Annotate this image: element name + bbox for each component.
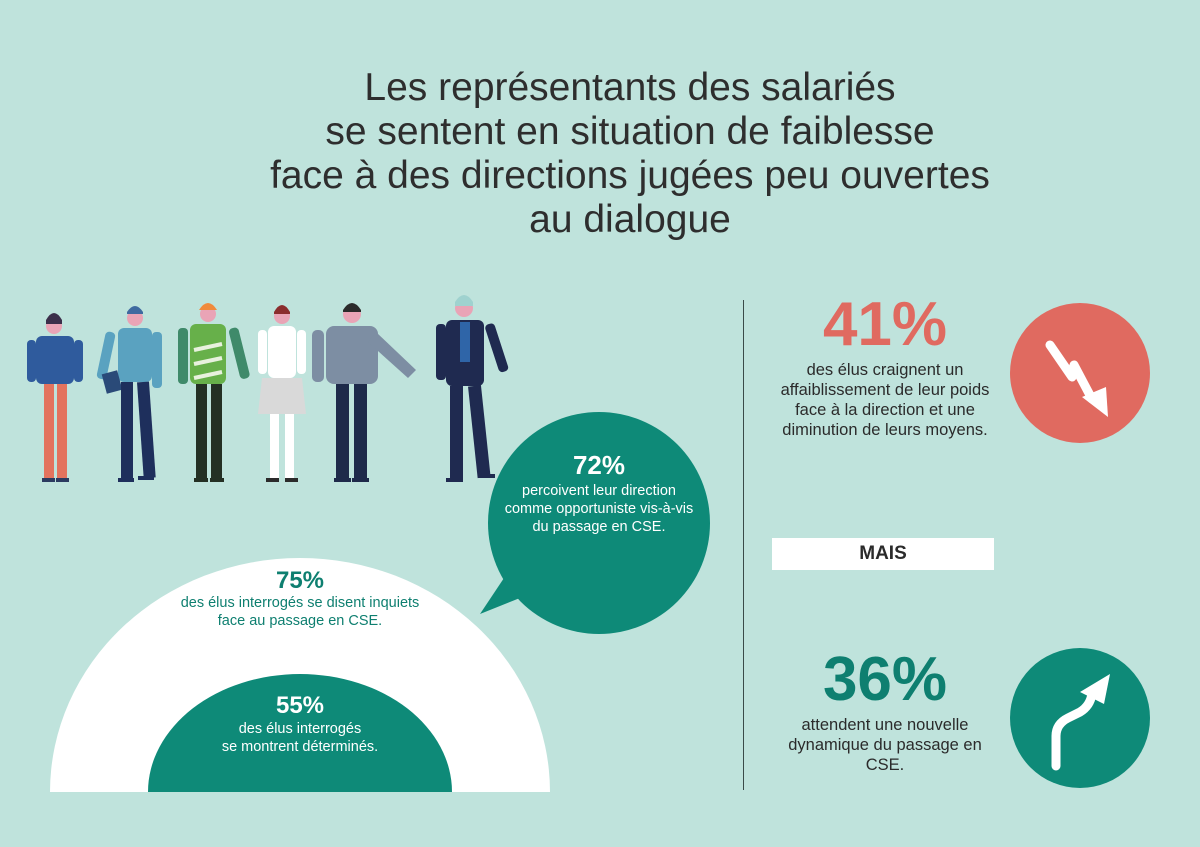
stat-55-text-line-1: des élus interrogés	[238, 721, 362, 737]
title-line-1: Les représentants des salariés	[364, 66, 896, 109]
stat-41-block: 41% des élus craignent un affaiblissemen…	[770, 290, 1000, 440]
stat-55-value: 55%	[275, 692, 325, 719]
stat-41-text: des élus craignent un affaiblissement de…	[780, 361, 990, 439]
person-woman-white-dress	[258, 305, 306, 482]
stat-41-value: 41%	[822, 290, 948, 359]
mais-separator: MAIS	[772, 538, 994, 570]
title-line-4: au dialogue	[529, 198, 731, 241]
title-line-3: face à des directions jugées peu ouverte…	[270, 154, 990, 197]
title-line-2: se sentent en situation de faiblesse	[325, 110, 935, 153]
stat-36-text: attendent une nouvelle dynamique du pass…	[788, 716, 982, 774]
vertical-divider	[743, 300, 744, 790]
stat-75-text-line-2: face au passage en CSE.	[217, 613, 383, 629]
person-worker-green-vest	[178, 303, 250, 482]
stat-72-value: 72%	[572, 450, 626, 480]
stat-75-value: 75%	[275, 567, 325, 594]
stat-72-text: percoivent leur direction comme opportun…	[504, 483, 694, 535]
person-man-navy-suit	[436, 295, 509, 482]
stat-36-block: 36% attendent une nouvelle dynamique du …	[770, 645, 1000, 775]
trend-down-arrow-icon	[1010, 303, 1150, 443]
page-title: Les représentants des salariés se senten…	[180, 66, 1080, 242]
people-illustration	[27, 295, 509, 482]
stat-36-value: 36%	[822, 645, 948, 714]
stat-75-text-line-1: des élus interrogés se disent inquiets	[180, 595, 420, 611]
stat-55-block: 55% des élus interrogés se montrent déte…	[150, 692, 450, 756]
person-man-light-blue	[96, 306, 162, 482]
person-woman-blue-jacket	[27, 313, 83, 482]
speech-bubble-72: 72% percoivent leur direction comme oppo…	[488, 412, 710, 634]
stat-75-block: 75% des élus interrogés se disent inquie…	[130, 568, 470, 630]
stat-55-text-line-2: se montrent déterminés.	[221, 739, 379, 755]
trend-up-arrow-icon	[1010, 648, 1150, 788]
semicircle-arch	[50, 558, 550, 792]
person-man-grey-pointing	[312, 303, 416, 482]
